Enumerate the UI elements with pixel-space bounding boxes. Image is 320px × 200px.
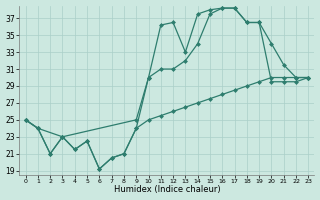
X-axis label: Humidex (Indice chaleur): Humidex (Indice chaleur) xyxy=(114,185,220,194)
